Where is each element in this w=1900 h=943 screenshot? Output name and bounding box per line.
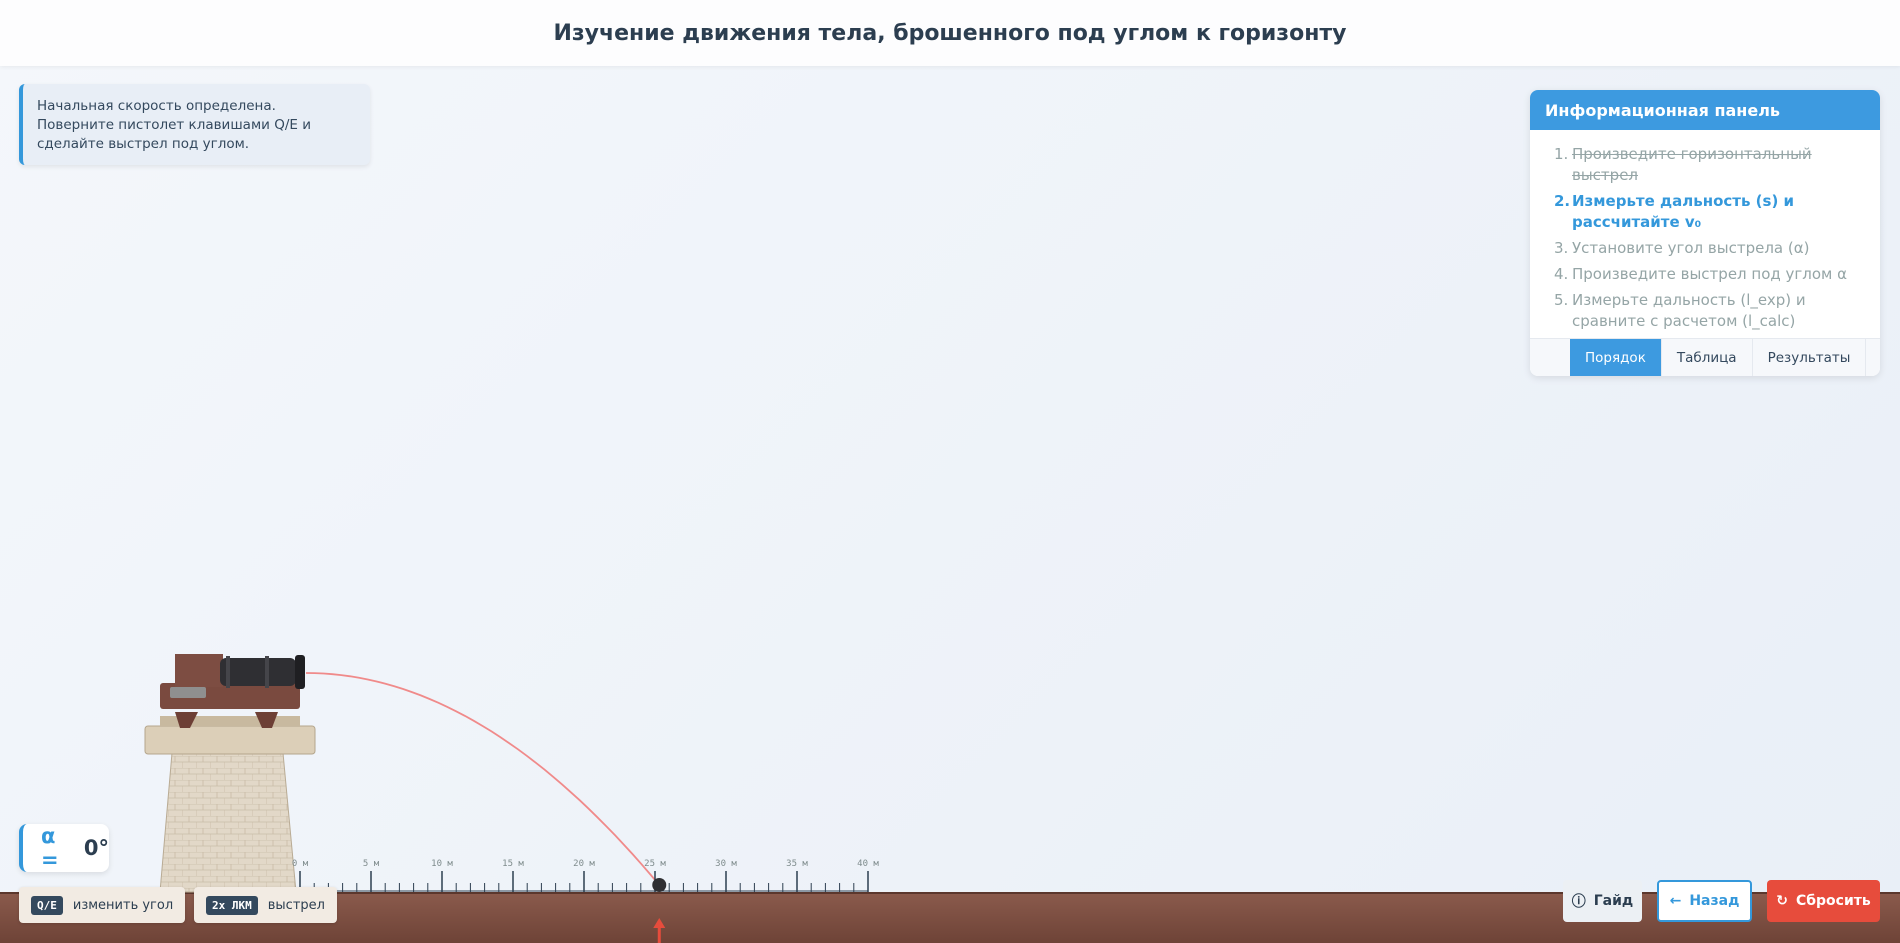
step-number: 1. [1554, 145, 1569, 163]
steps-list: 1. Произведите горизонтальный выстрел 2.… [1530, 130, 1880, 332]
step-text: Измерьте дальность (l_exp) и сравните с … [1572, 291, 1806, 330]
ruler-label: 30 м [715, 859, 737, 869]
angle-value: 0° [83, 836, 109, 860]
back-button[interactable]: ← Назад [1657, 880, 1752, 922]
step-item: 1. Произведите горизонтальный выстрел [1554, 144, 1866, 186]
rotate-label: изменить угол [72, 897, 174, 913]
info-panel: Информационная панель 1. Произведите гор… [1530, 90, 1880, 376]
step-text: Измерьте дальность (s) и рассчитайте v₀ [1572, 192, 1795, 231]
fire-label: выстрел [267, 897, 325, 913]
rotate-key: Q/E [31, 895, 63, 915]
step-text: Установите угол выстрела (α) [1572, 239, 1810, 257]
ruler-label: 0 м [292, 859, 309, 869]
step-number: 3. [1554, 239, 1569, 257]
page-title: Изучение движения тела, брошенного под у… [553, 20, 1347, 46]
angle-symbol: α = [41, 824, 59, 872]
guide-button-label: Гайд [1593, 893, 1634, 909]
step-text: Произведите горизонтальный выстрел [1572, 145, 1812, 184]
reset-button[interactable]: ↻ Сбросить [1767, 880, 1880, 922]
angle-readout: α = 0° [19, 824, 109, 872]
step-number: 4. [1554, 265, 1569, 283]
step-item: 5. Измерьте дальность (l_exp) и сравните… [1554, 290, 1866, 332]
rotate-hint: Q/E изменить угол [19, 887, 186, 923]
app-header: Изучение движения тела, брошенного под у… [0, 0, 1900, 66]
projectile-ball [652, 878, 667, 892]
fire-key: 2x ЛКМ [206, 895, 258, 915]
info-panel-title: Информационная панель [1530, 90, 1880, 130]
refresh-icon: ↻ [1776, 893, 1788, 909]
info-icon: ⓘ [1571, 894, 1586, 910]
tab-table[interactable]: Таблица [1662, 339, 1753, 376]
step-number: 2. [1554, 192, 1571, 210]
ruler-label: 35 м [786, 859, 808, 869]
cannon[interactable] [160, 654, 305, 728]
ruler-label: 20 м [573, 859, 595, 869]
ruler-label: 10 м [431, 859, 453, 869]
tab-order[interactable]: Порядок [1570, 339, 1662, 376]
distance-ruler: 0 м 5 м 10 м 15 м 20 м 25 м 30 м 35 м 40 м [292, 859, 879, 892]
tab-results[interactable]: Результаты [1753, 339, 1867, 376]
step-number: 5. [1554, 291, 1569, 309]
ruler-label: 40 м [857, 859, 879, 869]
ruler-label: 15 м [502, 859, 524, 869]
step-item: 4. Произведите выстрел под углом α [1554, 264, 1866, 285]
step-item: 3. Установите угол выстрела (α) [1554, 238, 1866, 259]
reset-button-label: Сбросить [1795, 893, 1871, 909]
tower [144, 716, 316, 893]
hint-message: Начальная скорость определена. Поверните… [19, 84, 370, 165]
info-tabs: Порядок Таблица Результаты [1530, 338, 1880, 376]
fire-hint: 2x ЛКМ выстрел [194, 887, 337, 923]
trajectory-path [305, 672, 660, 886]
back-button-label: Назад [1689, 893, 1740, 909]
step-item: 2. Измерьте дальность (s) и рассчитайте … [1554, 191, 1866, 233]
ruler-label: 25 м [644, 859, 666, 869]
step-text: Произведите выстрел под углом α [1572, 265, 1848, 283]
guide-button[interactable]: ⓘ Гайд [1563, 880, 1642, 922]
arrow-left-icon: ← [1669, 893, 1682, 909]
ruler-label: 5 м [363, 859, 380, 869]
